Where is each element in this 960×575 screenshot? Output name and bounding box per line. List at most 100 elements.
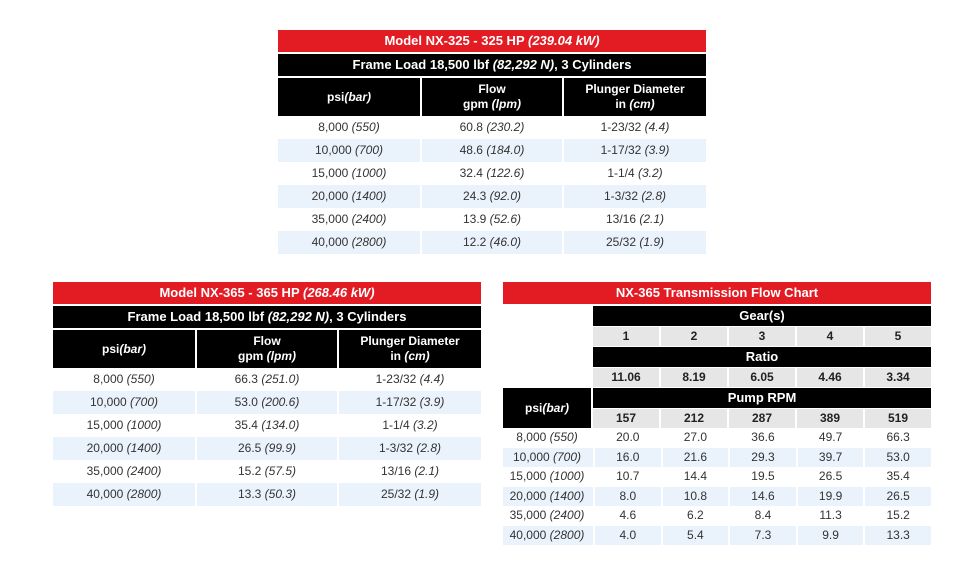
flow-cell: 13.3 bbox=[863, 525, 931, 545]
table-cell: 10,000 (700) bbox=[314, 143, 384, 157]
flow-cell: 35.4 bbox=[863, 467, 931, 487]
psi-cell: 35,000 (2400) bbox=[509, 508, 585, 522]
table-cell: 1-17/32 (3.9) bbox=[337, 391, 481, 414]
table-cell: 48.6 (184.0) bbox=[420, 139, 562, 162]
table-row: 8,000 (550) 60.8 (230.2) 1-23/32 (4.4) bbox=[278, 116, 706, 139]
flow-cell: 14.4 bbox=[660, 467, 729, 487]
table-row: 15,000 (1000) 32.4 (122.6) 1-1/4 (3.2) bbox=[278, 162, 706, 185]
table-cell: 35,000 (2400) bbox=[311, 212, 387, 226]
flow-cell: 10.8 bbox=[660, 486, 729, 506]
table-cell: 25/32 (1.9) bbox=[337, 483, 481, 506]
table-cell: 10,000 (700) bbox=[89, 395, 159, 409]
table-row: 10,000 (700) 48.6 (184.0) 1-17/32 (3.9) bbox=[278, 139, 706, 162]
flow-cell: 16.0 bbox=[593, 447, 661, 467]
table-title: Model NX-365 - 365 HP (268.46 kW) bbox=[53, 282, 481, 304]
flow-cell: 5.4 bbox=[660, 525, 729, 545]
psi-cell: 15,000 (1000) bbox=[509, 469, 585, 483]
flow-cell: 8.4 bbox=[728, 506, 796, 526]
table-cell: 24.3 (92.0) bbox=[420, 185, 562, 208]
gear-number: 1 bbox=[593, 327, 659, 346]
col-header-plunger: Plunger Diameter in (cm) bbox=[337, 330, 481, 368]
gear-number: 5 bbox=[863, 327, 931, 346]
pump-rpm: 389 bbox=[795, 409, 863, 428]
table-header: psi (bar) Flow gpm (lpm) Plunger Diamete… bbox=[53, 328, 481, 368]
table-header: psi (bar) Flow gpm (lpm) Plunger Diamete… bbox=[278, 76, 706, 116]
flow-cell: 26.5 bbox=[863, 486, 931, 506]
table-cell: 15,000 (1000) bbox=[311, 166, 387, 180]
table-cell: 1-17/32 (3.9) bbox=[562, 139, 706, 162]
table-row: 10,000 (700) 16.0 21.6 29.3 39.7 53.0 bbox=[503, 447, 931, 467]
table-nx325: Model NX-325 - 325 HP (239.04 kW) Frame … bbox=[278, 30, 706, 254]
col-header-psi: psi (bar) bbox=[53, 330, 195, 368]
table-cell: 1-1/4 (3.2) bbox=[337, 414, 481, 437]
gears-label: Gear(s) bbox=[593, 306, 931, 326]
pump-rpm: 519 bbox=[863, 409, 931, 428]
table-cell: 40,000 (2800) bbox=[311, 235, 387, 249]
flow-cell: 8.0 bbox=[593, 486, 661, 506]
rpm-label: Pump RPM bbox=[593, 388, 931, 408]
gear-ratio: 11.06 bbox=[593, 368, 659, 387]
table-cell: 13/16 (2.1) bbox=[337, 460, 481, 483]
flow-cell: 27.0 bbox=[660, 428, 729, 448]
flow-cell: 7.3 bbox=[728, 525, 796, 545]
flow-cell: 29.3 bbox=[728, 447, 796, 467]
table-row: 10,000 (700) 53.0 (200.6) 1-17/32 (3.9) bbox=[53, 391, 481, 414]
table-cell: 1-1/4 (3.2) bbox=[562, 162, 706, 185]
gear-ratio: 4.46 bbox=[795, 368, 863, 387]
table-cell: 66.3 (251.0) bbox=[195, 368, 337, 391]
gear-number: 3 bbox=[727, 327, 795, 346]
flow-cell: 6.2 bbox=[660, 506, 729, 526]
gear-number: 2 bbox=[659, 327, 727, 346]
gear-ratio: 3.34 bbox=[863, 368, 931, 387]
flow-cell: 39.7 bbox=[795, 447, 864, 467]
table-row: 40,000 (2800) 13.3 (50.3) 25/32 (1.9) bbox=[53, 483, 481, 506]
table-cell: 26.5 (99.9) bbox=[195, 437, 337, 460]
blank-cell bbox=[503, 368, 593, 387]
table-cell: 60.8 (230.2) bbox=[420, 116, 562, 139]
flow-cell: 10.7 bbox=[593, 467, 661, 487]
flow-cell: 4.6 bbox=[593, 506, 661, 526]
flow-cell: 11.3 bbox=[795, 506, 864, 526]
table-cell: 20,000 (1400) bbox=[86, 441, 162, 455]
blank-cell bbox=[503, 306, 593, 326]
table-row: 20,000 (1400) 8.0 10.8 14.6 19.9 26.5 bbox=[503, 486, 931, 506]
table-cell: 53.0 (200.6) bbox=[195, 391, 337, 414]
table-body: 8,000 (550) 60.8 (230.2) 1-23/32 (4.4) 10,0… bbox=[278, 116, 706, 254]
table-transmission: NX-365 Transmission Flow Chart Gear(s) 1… bbox=[503, 282, 931, 545]
flow-cell: 19.5 bbox=[728, 467, 796, 487]
flow-cell: 15.2 bbox=[863, 506, 931, 526]
table-row: 8,000 (550) 20.0 27.0 36.6 49.7 66.3 bbox=[503, 428, 931, 448]
table-cell: 8,000 (550) bbox=[93, 372, 155, 386]
col-header-psi: psi (bar) bbox=[278, 78, 420, 116]
table-subtitle: Frame Load 18,500 lbf (82,292 N), 3 Cyli… bbox=[278, 52, 706, 76]
table-row: 40,000 (2800) 12.2 (46.0) 25/32 (1.9) bbox=[278, 231, 706, 254]
table-cell: 13/16 (2.1) bbox=[562, 208, 706, 231]
flow-cell: 49.7 bbox=[795, 428, 864, 448]
table-cell: 1-23/32 (4.4) bbox=[337, 368, 481, 391]
table-subtitle: Frame Load 18,500 lbf (82,292 N), 3 Cyli… bbox=[53, 304, 481, 328]
table-cell: 20,000 (1400) bbox=[311, 189, 387, 203]
col-header-plunger: Plunger Diameter in (cm) bbox=[562, 78, 706, 116]
table-row: 20,000 (1400) 24.3 (92.0) 1-3/32 (2.8) bbox=[278, 185, 706, 208]
psi-cell: 10,000 (700) bbox=[512, 449, 582, 464]
table-body: 8,000 (550) 20.0 27.0 36.6 49.7 66.3 10,000 (7… bbox=[503, 428, 931, 545]
table-cell: 8,000 (550) bbox=[318, 120, 380, 134]
blank-cell bbox=[503, 327, 593, 346]
table-row: 35,000 (2400) 4.6 6.2 8.4 11.3 15.2 bbox=[503, 506, 931, 526]
psi-cell: 20,000 (1400) bbox=[509, 488, 585, 503]
table-row: 35,000 (2400) 15.2 (57.5) 13/16 (2.1) bbox=[53, 460, 481, 483]
table-cell: 25/32 (1.9) bbox=[562, 231, 706, 254]
flow-cell: 9.9 bbox=[795, 525, 864, 545]
col-header-flow: Flow gpm (lpm) bbox=[420, 78, 562, 116]
table-row: 40,000 (2800) 4.0 5.4 7.3 9.9 13.3 bbox=[503, 525, 931, 545]
flow-cell: 21.6 bbox=[660, 447, 729, 467]
pump-rpm: 287 bbox=[727, 409, 795, 428]
table-cell: 15.2 (57.5) bbox=[195, 460, 337, 483]
flow-cell: 66.3 bbox=[863, 428, 931, 448]
pump-rpm: 157 bbox=[593, 409, 659, 428]
table-cell: 1-3/32 (2.8) bbox=[562, 185, 706, 208]
table-nx365: Model NX-365 - 365 HP (268.46 kW) Frame … bbox=[53, 282, 481, 506]
table-cell: 1-3/32 (2.8) bbox=[337, 437, 481, 460]
table-cell: 35,000 (2400) bbox=[86, 464, 162, 478]
ratio-label: Ratio bbox=[593, 347, 931, 367]
